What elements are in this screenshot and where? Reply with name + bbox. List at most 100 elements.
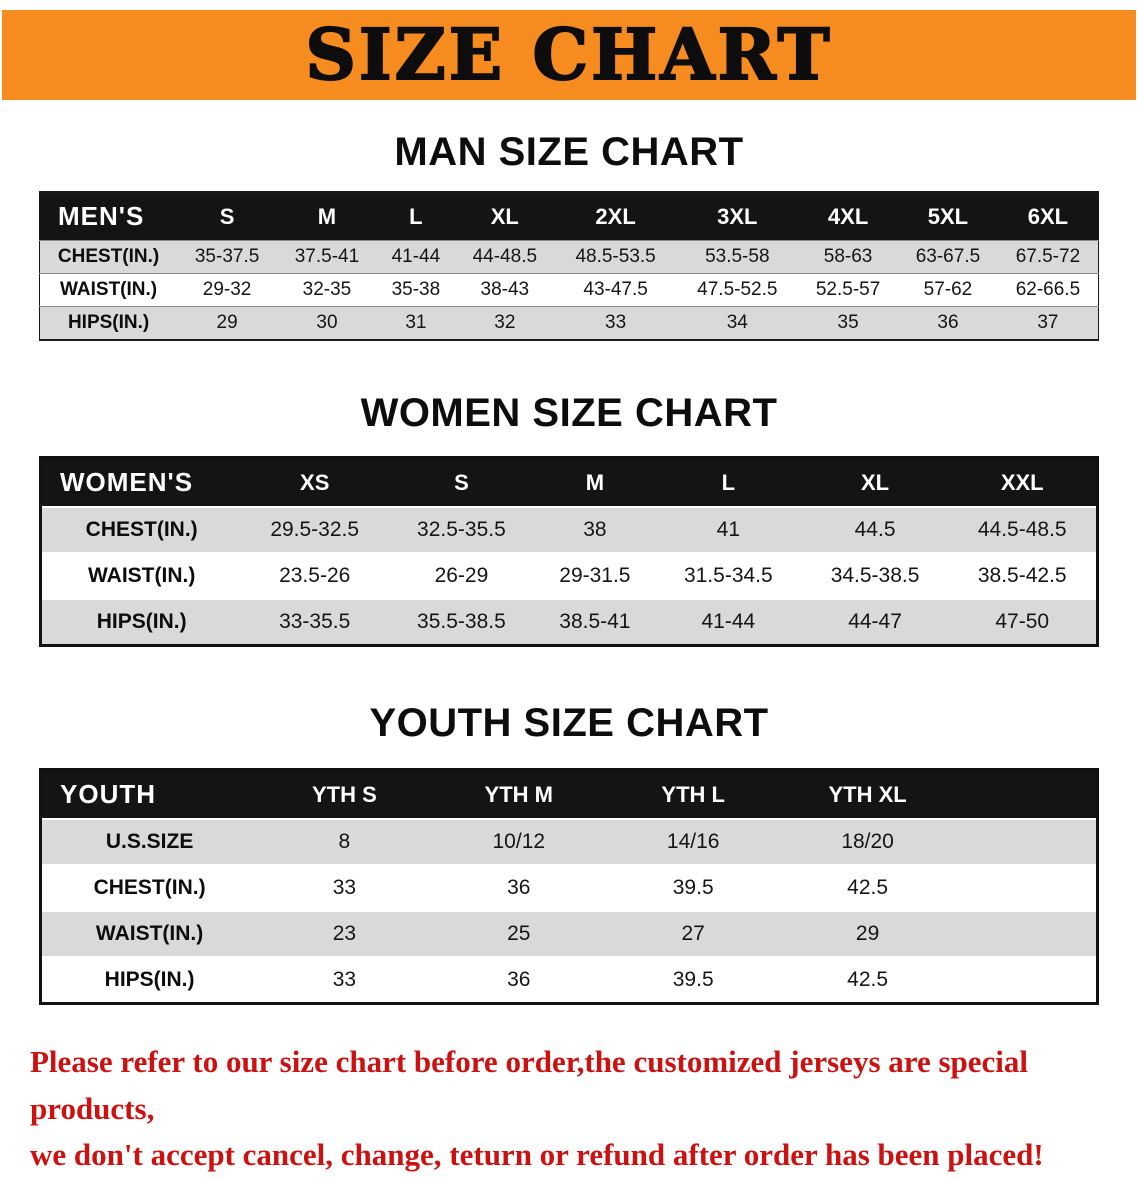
measurement-row: HIPS(IN.) 29 30 31 32 33 34 35 36 37 bbox=[39, 306, 1099, 340]
size-header-cell: YTH S bbox=[257, 769, 432, 819]
value-cell: 33 bbox=[605, 312, 627, 333]
value-cell: 35-38 bbox=[391, 279, 441, 300]
value-cell: 35.5-38.5 bbox=[417, 610, 506, 633]
value-cell: 29-31.5 bbox=[559, 564, 631, 587]
size-header-cell: 6XL bbox=[997, 192, 1099, 241]
size-chart-page: SIZE CHART MAN SIZE CHART MEN'S S M L XL 2XL 3… bbox=[0, 10, 1138, 1179]
value-cell: 42.5 bbox=[847, 968, 889, 991]
value-cell: 38.5-42.5 bbox=[977, 564, 1067, 587]
value-cell: 32-35 bbox=[302, 279, 352, 300]
size-header-cell: M bbox=[534, 457, 655, 507]
value-cell: 31 bbox=[405, 312, 427, 333]
value-cell: 44-48.5 bbox=[472, 246, 538, 267]
value-cell: 32 bbox=[494, 312, 516, 333]
size-header-cell: 4XL bbox=[798, 192, 899, 241]
youth-section-heading: YOUTH SIZE CHART bbox=[369, 701, 769, 745]
size-header-cell: XL bbox=[801, 457, 949, 507]
value-cell: 36 bbox=[507, 968, 531, 991]
value-cell: 30 bbox=[316, 312, 338, 333]
filler-cell bbox=[955, 865, 1098, 911]
value-cell: 41-44 bbox=[391, 246, 441, 267]
row-label-cell: WAIST(IN.) bbox=[88, 564, 196, 587]
table-header-row: WOMEN'S XS S M L XL XXL bbox=[40, 457, 1098, 507]
size-header-cell: S bbox=[177, 192, 278, 241]
size-header-cell: YTH M bbox=[431, 769, 606, 819]
value-cell: 52.5-57 bbox=[815, 279, 881, 300]
value-cell: 37 bbox=[1037, 312, 1059, 333]
value-cell: 44.5 bbox=[854, 518, 896, 541]
size-header-cell: 3XL bbox=[676, 192, 799, 241]
size-header-cell: L bbox=[654, 457, 802, 507]
measurement-row: U.S.SIZE 8 10/12 14/16 18/20 bbox=[40, 819, 1098, 865]
filler-cell bbox=[955, 911, 1098, 957]
row-label-cell: CHEST(IN.) bbox=[85, 518, 198, 541]
value-cell: 42.5 bbox=[847, 876, 889, 899]
measurement-row: WAIST(IN.) 29-32 32-35 35-38 38-43 43-47.5 47.… bbox=[39, 273, 1099, 307]
disclaimer-line-1: Please refer to our size chart before or… bbox=[30, 1044, 1029, 1126]
filler-cell bbox=[955, 957, 1098, 1004]
women-section-heading: WOMEN SIZE CHART bbox=[360, 391, 778, 435]
value-cell: 47-50 bbox=[995, 610, 1050, 633]
table-header-row: MEN'S S M L XL 2XL 3XL 4XL 5XL 6XL bbox=[39, 192, 1099, 241]
value-cell: 35 bbox=[837, 312, 859, 333]
size-header-cell: XL bbox=[454, 192, 555, 241]
value-cell: 35-37.5 bbox=[194, 246, 260, 267]
value-cell: 38 bbox=[583, 518, 607, 541]
value-cell: 23 bbox=[332, 922, 357, 945]
row-label-cell: WAIST(IN.) bbox=[60, 279, 158, 300]
value-cell: 43-47.5 bbox=[583, 279, 648, 300]
men-size-table: MEN'S S M L XL 2XL 3XL 4XL 5XL 6XL CHEST(IN.) 35-37… bbox=[39, 191, 1099, 341]
table-title-cell: WOMEN'S bbox=[40, 457, 242, 507]
disclaimer-line-2: we don't accept cancel, change, teturn o… bbox=[30, 1137, 1044, 1172]
size-header-cell: 5XL bbox=[898, 192, 998, 241]
value-cell: 25 bbox=[507, 922, 531, 945]
title-banner: SIZE CHART bbox=[2, 10, 1136, 100]
value-cell: 34.5-38.5 bbox=[830, 564, 920, 587]
value-cell: 58-63 bbox=[823, 246, 873, 267]
value-cell: 44-47 bbox=[848, 610, 902, 633]
size-header-cell: 2XL bbox=[554, 192, 677, 241]
value-cell: 10/12 bbox=[492, 830, 546, 853]
row-label-cell: HIPS(IN.) bbox=[96, 610, 187, 633]
value-cell: 57-62 bbox=[923, 279, 973, 300]
row-label-cell: WAIST(IN.) bbox=[95, 922, 204, 945]
row-label-cell: U.S.SIZE bbox=[105, 830, 194, 853]
value-cell: 38-43 bbox=[480, 279, 530, 300]
value-cell: 33 bbox=[332, 968, 357, 991]
size-header-cell: M bbox=[277, 192, 377, 241]
row-label-cell: HIPS(IN.) bbox=[67, 312, 150, 333]
value-cell: 41-44 bbox=[701, 610, 756, 633]
youth-size-table: YOUTH YTH S YTH M YTH L YTH XL U.S.SIZE 8 10/12… bbox=[39, 768, 1099, 1005]
value-cell: 29-32 bbox=[202, 279, 252, 300]
value-cell: 8 bbox=[338, 830, 351, 853]
size-header-cell: XXL bbox=[948, 457, 1098, 507]
size-header-cell: L bbox=[376, 192, 455, 241]
value-cell: 62-66.5 bbox=[1015, 279, 1081, 300]
value-cell: 44.5-48.5 bbox=[977, 518, 1067, 541]
table-header-row: YOUTH YTH S YTH M YTH L YTH XL bbox=[40, 769, 1098, 819]
women-size-table: WOMEN'S XS S M L XL XXL CHEST(IN.) 29.5-32.5 32.5… bbox=[39, 456, 1099, 647]
filler-cell bbox=[954, 769, 1098, 819]
table-title-cell: YOUTH bbox=[40, 769, 258, 819]
measurement-row: WAIST(IN.) 23.5-26 26-29 29-31.5 31.5-34.5 34… bbox=[40, 553, 1098, 599]
women-size-chart-section: WOMEN SIZE CHART WOMEN'S XS S M L XL XXL CHEST(… bbox=[0, 391, 1138, 647]
measurement-row: WAIST(IN.) 23 25 27 29 bbox=[40, 911, 1098, 957]
measurement-row: HIPS(IN.) 33-35.5 35.5-38.5 38.5-41 41-44 44-… bbox=[40, 599, 1098, 646]
row-label-cell: CHEST(IN.) bbox=[93, 876, 206, 899]
value-cell: 27 bbox=[681, 922, 705, 945]
page-title: SIZE CHART bbox=[304, 13, 833, 96]
value-cell: 39.5 bbox=[672, 968, 714, 991]
measurement-row: CHEST(IN.) 33 36 39.5 42.5 bbox=[40, 865, 1098, 911]
value-cell: 48.5-53.5 bbox=[575, 246, 656, 267]
youth-size-chart-section: YOUTH SIZE CHART YOUTH YTH S YTH M YTH L YTH… bbox=[0, 701, 1138, 1005]
value-cell: 23.5-26 bbox=[279, 564, 351, 587]
value-cell: 34 bbox=[726, 312, 748, 333]
value-cell: 33-35.5 bbox=[279, 610, 351, 633]
value-cell: 14/16 bbox=[666, 830, 720, 853]
value-cell: 29 bbox=[216, 312, 238, 333]
value-cell: 37.5-41 bbox=[294, 246, 360, 267]
value-cell: 31.5-34.5 bbox=[683, 564, 773, 587]
value-cell: 67.5-72 bbox=[1015, 246, 1081, 267]
value-cell: 29 bbox=[855, 922, 880, 945]
filler-cell bbox=[955, 819, 1098, 865]
